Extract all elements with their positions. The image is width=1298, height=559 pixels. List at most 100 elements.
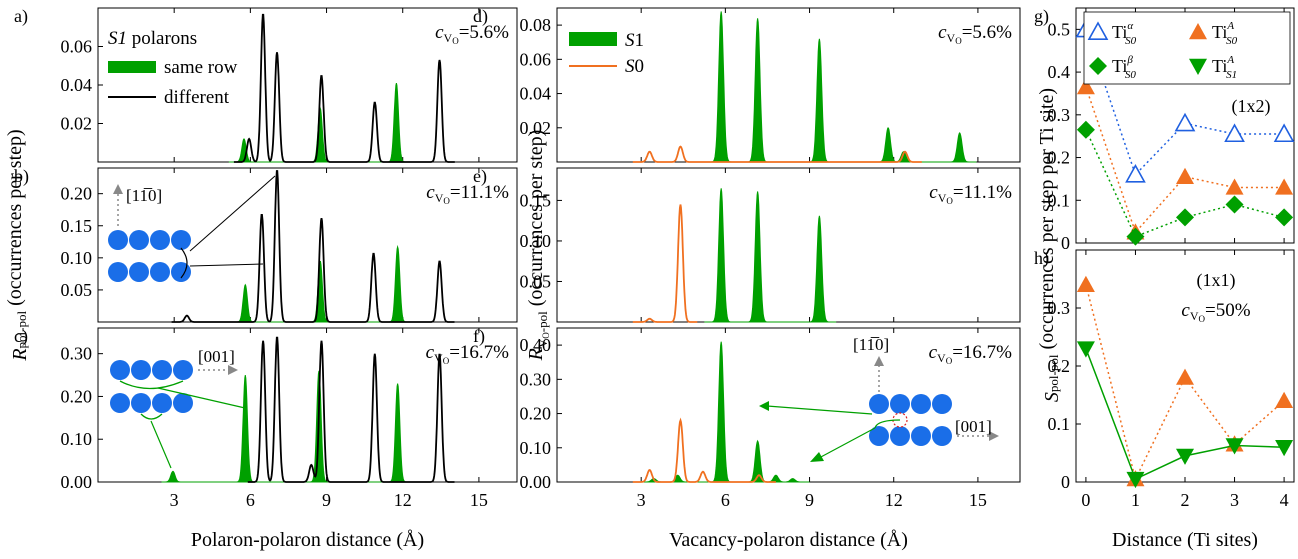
y-tick-label: 0.08 (520, 15, 552, 35)
lattice-dot (108, 262, 128, 282)
data-point (1225, 195, 1244, 214)
x-tick-label: 4 (1280, 490, 1289, 510)
panel-label-f: f) (473, 326, 485, 347)
y-tick-label: 0.20 (520, 404, 552, 424)
y-tick-label: 0.1 (1048, 414, 1071, 434)
concentration-label-c: cVO=16.7% (426, 342, 510, 366)
legend-label: TiA S0 (1212, 20, 1238, 47)
data-point (1176, 208, 1194, 227)
y-tick-label: 0.3 (1048, 105, 1071, 125)
data-point (1174, 112, 1196, 132)
legend-label: Tiβ S0 (1112, 54, 1136, 81)
data-point (1076, 275, 1095, 292)
x-axis-label: Vacancy-polaron distance (Å) (669, 529, 908, 551)
data-point (1275, 391, 1294, 408)
lattice-dot (131, 360, 151, 380)
lattice-dot (152, 393, 172, 413)
x-tick-label: 9 (322, 490, 331, 510)
y-tick-label: 0.20 (61, 184, 93, 204)
y-tick-label: 0.10 (520, 231, 552, 251)
lattice-dot (171, 230, 191, 250)
lattice-dot (152, 360, 172, 380)
legend-label: same row (164, 57, 238, 78)
y-tick-label: 0.10 (520, 438, 552, 458)
x-tick-label: 15 (969, 490, 987, 510)
y-axis-label-middle: RVO-pol (occurrences per step) (525, 130, 551, 362)
y-tick-label: 0.04 (61, 75, 93, 95)
x-tick-label: 3 (1230, 490, 1239, 510)
y-tick-label: 0.20 (61, 386, 93, 406)
y-tick-label: 0.40 (520, 335, 552, 355)
legend-swatch-same-row (108, 61, 156, 73)
data-layer (108, 11, 1295, 489)
connector-arc (140, 413, 163, 420)
x-tick-label: 12 (885, 490, 903, 510)
pointer-line (157, 387, 246, 409)
y-tick-label: 0.06 (61, 37, 93, 57)
y-tick-label: 0.15 (520, 190, 552, 210)
series-line-g (1085, 29, 1285, 177)
lattice-dot (129, 262, 149, 282)
y-tick-label: 0.1 (1048, 190, 1071, 210)
y-tick-label: 0.3 (1048, 298, 1071, 318)
direction-label: [11̅0] (126, 186, 162, 205)
lattice-dot (173, 393, 193, 413)
series-area-e (704, 188, 837, 323)
direction-label: [11̅0] (853, 335, 889, 354)
x-axis-label: Polaron-polaron distance (Å) (191, 529, 424, 551)
annotation: (1x2) (1232, 96, 1271, 117)
connector-arc (180, 247, 188, 279)
series-area-d (704, 11, 977, 163)
lattice-dot (150, 262, 170, 282)
series-line-g (1085, 86, 1285, 234)
pointer-line (766, 405, 873, 415)
direction-arrowhead (989, 431, 999, 441)
data-point (1275, 178, 1294, 195)
legend-box (1083, 11, 1291, 85)
legend-label: Tiα S0 (1112, 20, 1137, 47)
panel-label-e: e) (473, 166, 487, 187)
y-tick-label: 0.10 (61, 248, 93, 268)
panel-frame-e (556, 167, 1021, 323)
panel-label-h: h) (1034, 248, 1049, 269)
pointer-line (818, 427, 876, 459)
data-point (1189, 23, 1207, 40)
x-tick-label: 15 (470, 490, 488, 510)
x-tick-label: 3 (170, 490, 179, 510)
panel-label-c: c) (14, 326, 28, 347)
data-point (1225, 438, 1244, 455)
legend-swatch-S1 (569, 32, 617, 46)
y-tick-label: 0.2 (1048, 148, 1071, 168)
x-tick-label: 0 (1081, 490, 1090, 510)
y-tick-label: 0.05 (61, 280, 93, 300)
connector-arc (874, 419, 901, 429)
y-tick-label: 0 (1061, 472, 1070, 492)
lattice-dot (911, 394, 931, 414)
legend-label: S1 (625, 30, 644, 51)
data-point (1189, 58, 1207, 75)
data-point (1126, 227, 1145, 246)
legend-label: different (164, 87, 230, 108)
lattice-dot (911, 426, 931, 446)
concentration-label-h: cVO=50% (1181, 300, 1250, 324)
series-area-f (637, 341, 810, 483)
x-tick-label: 6 (721, 490, 730, 510)
y-tick-label: 0.4 (1048, 62, 1071, 82)
panel-label-b: b) (14, 166, 29, 187)
data-point (1087, 21, 1109, 40)
direction-label: [001] (198, 347, 235, 366)
y-tick-label: 0.30 (520, 369, 552, 389)
data-point (1176, 167, 1194, 184)
data-point (1076, 120, 1095, 139)
series-line-f (632, 417, 776, 483)
data-point (1076, 341, 1095, 358)
data-point (1089, 57, 1107, 75)
data-point (1224, 123, 1245, 143)
data-point (1076, 78, 1095, 95)
data-point (1273, 123, 1295, 143)
connector-arc (119, 380, 184, 390)
lattice-dot (173, 360, 193, 380)
y-tick-label: 0.15 (61, 216, 93, 236)
lattice-dot (869, 426, 889, 446)
